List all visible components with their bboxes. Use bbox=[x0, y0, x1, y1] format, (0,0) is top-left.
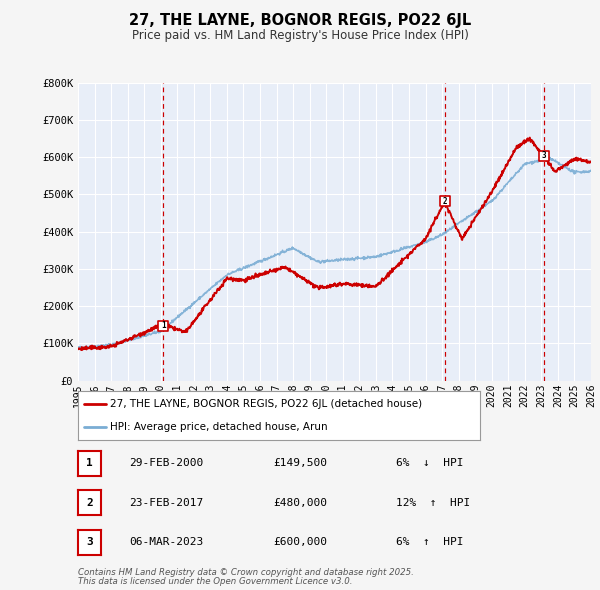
Text: 2: 2 bbox=[86, 498, 93, 507]
Text: 1: 1 bbox=[86, 458, 93, 468]
Text: 1: 1 bbox=[161, 322, 166, 330]
Text: Price paid vs. HM Land Registry's House Price Index (HPI): Price paid vs. HM Land Registry's House … bbox=[131, 29, 469, 42]
Text: 29-FEB-2000: 29-FEB-2000 bbox=[129, 458, 203, 468]
Text: HPI: Average price, detached house, Arun: HPI: Average price, detached house, Arun bbox=[110, 422, 328, 432]
Text: 06-MAR-2023: 06-MAR-2023 bbox=[129, 537, 203, 547]
Text: £600,000: £600,000 bbox=[273, 537, 327, 547]
Point bbox=[440, 196, 449, 206]
Text: 12%  ↑  HPI: 12% ↑ HPI bbox=[396, 498, 470, 507]
Point bbox=[539, 151, 549, 160]
Text: 27, THE LAYNE, BOGNOR REGIS, PO22 6JL: 27, THE LAYNE, BOGNOR REGIS, PO22 6JL bbox=[129, 13, 471, 28]
Point bbox=[158, 321, 168, 330]
Text: 6%  ↑  HPI: 6% ↑ HPI bbox=[396, 537, 464, 547]
Text: 3: 3 bbox=[86, 537, 93, 547]
Text: 27, THE LAYNE, BOGNOR REGIS, PO22 6JL (detached house): 27, THE LAYNE, BOGNOR REGIS, PO22 6JL (d… bbox=[110, 399, 422, 409]
Text: 6%  ↓  HPI: 6% ↓ HPI bbox=[396, 458, 464, 468]
Text: Contains HM Land Registry data © Crown copyright and database right 2025.: Contains HM Land Registry data © Crown c… bbox=[78, 568, 414, 577]
Text: 2: 2 bbox=[442, 196, 447, 206]
Text: 3: 3 bbox=[542, 151, 547, 160]
Text: £480,000: £480,000 bbox=[273, 498, 327, 507]
Text: 23-FEB-2017: 23-FEB-2017 bbox=[129, 498, 203, 507]
Text: This data is licensed under the Open Government Licence v3.0.: This data is licensed under the Open Gov… bbox=[78, 577, 353, 586]
Text: £149,500: £149,500 bbox=[273, 458, 327, 468]
